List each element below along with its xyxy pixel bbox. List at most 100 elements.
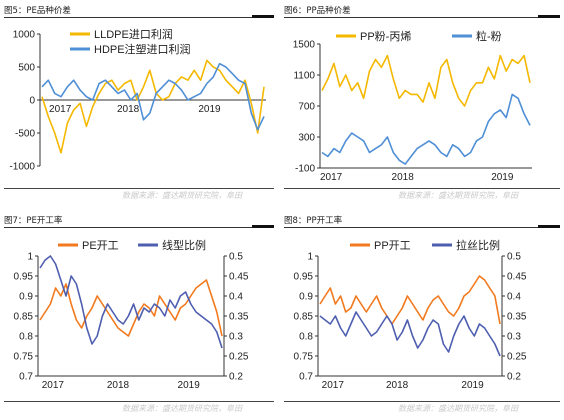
series-line-1 [319, 275, 501, 325]
y2-tick-label: 0.2 [507, 372, 521, 383]
series-line-1 [39, 279, 223, 337]
y-tick-label: 1500 [293, 40, 316, 51]
y2-tick-label: 0.45 [229, 272, 249, 283]
x-tick-label: 2018 [392, 172, 415, 183]
y-tick-label: 0.75 [14, 352, 34, 363]
y2-tick-label: 0.5 [229, 252, 243, 263]
y-tick-label: 0.95 [14, 272, 34, 283]
y-tick-label: 1100 [293, 71, 315, 82]
chart-title: 图7：PE开工率 [4, 216, 63, 226]
divider-rule [4, 401, 274, 402]
y-tick-label: 0.85 [14, 312, 34, 323]
series-line-2 [41, 62, 265, 131]
divider-rule [284, 188, 560, 189]
title-accent-bar [538, 225, 560, 228]
y-tick-label: 0.85 [294, 312, 314, 323]
source-note: 数据来源：盛达期货研究院，阜田 [398, 404, 518, 413]
title-accent-bar [538, 15, 560, 18]
y-tick-label: 0.9 [299, 292, 313, 303]
y-tick-label: 0 [29, 96, 35, 107]
x-tick-label: 2019 [491, 172, 514, 183]
legend: PE开工 线型比例 [58, 238, 206, 252]
y2-tick-label: 0.35 [507, 312, 527, 323]
y-tick-label: 0.9 [19, 292, 33, 303]
y-tick-label: 0.75 [294, 352, 314, 363]
y-tick-label: 0.8 [299, 332, 313, 343]
y-tick-label: -1000 [9, 162, 35, 173]
legend: PP开工 拉丝比例 [350, 238, 500, 252]
y-tick-label: 0.7 [299, 372, 313, 383]
x-tick-label: 2017 [322, 380, 345, 391]
axes: -1000 -500 0 500 1000 2017 2018 2019 [9, 30, 266, 173]
chart-panel-pp-operating-rate: 图8：PP开工率 0.7 0.75 0.8 0.85 0.9 0.95 1 0.2 0.25 0.… [284, 214, 560, 400]
axes: 0.7 0.75 0.8 0.85 0.9 0.95 1 0.2 0.25 0.3 0.35 0.4 0… [14, 252, 249, 392]
series-line-2 [321, 93, 531, 165]
chart-title: 图5：PE品种价差 [4, 6, 71, 16]
x-tick-label: 2017 [42, 380, 65, 391]
divider-rule [4, 188, 274, 189]
source-note: 数据来源：盛达期货研究院，阜田 [398, 191, 518, 200]
y2-tick-label: 0.4 [229, 292, 243, 303]
y2-tick-label: 0.45 [507, 272, 527, 283]
y-tick-label: 500 [18, 63, 35, 74]
x-tick-label: 2018 [107, 380, 130, 391]
title-accent-bar [252, 225, 274, 228]
chart-pp-operating-rate: 0.7 0.75 0.8 0.85 0.9 0.95 1 0.2 0.25 0.3 0.35 0.4 0… [294, 238, 527, 392]
chart-pe-operating-rate: 0.7 0.75 0.8 0.85 0.9 0.95 1 0.2 0.25 0.3 0.35 0.4 0… [14, 238, 249, 392]
legend: PP粉-丙烯 粒-粉 [336, 29, 502, 43]
legend-label: 拉丝比例 [456, 238, 500, 252]
x-tick-label: 2019 [178, 380, 201, 391]
y-tick-label: -500 [15, 129, 35, 140]
title-underline [284, 227, 560, 228]
series-line-2 [319, 311, 501, 357]
chart-panel-pe-operating-rate: 图7：PE开工率 0.7 0.75 0.8 0.85 0.9 0.95 1 0.2 0.25 0.… [4, 214, 274, 400]
x-tick-label: 2018 [386, 380, 409, 391]
chart-pe-spread: -1000 -500 0 500 1000 2017 2018 2019 LLDPE进口利润HD… [9, 27, 266, 173]
y-tick-label: 700 [298, 102, 315, 113]
legend-label: 粒-粉 [476, 29, 502, 43]
series-line-2 [39, 255, 223, 349]
legend-label: LLDPE进口利润 [94, 27, 173, 41]
y-tick-label: 1 [27, 252, 33, 263]
legend-label: 线型比例 [162, 238, 206, 252]
y2-tick-label: 0.35 [229, 312, 249, 323]
y2-tick-label: 0.3 [229, 332, 243, 343]
x-tick-label: 2019 [198, 104, 221, 115]
y-tick-label: 1000 [13, 30, 36, 41]
y2-tick-label: 0.25 [507, 352, 527, 363]
legend-label: PP开工 [374, 240, 411, 252]
axes: -100 300 700 1100 1500 2017 2018 2019 [293, 40, 532, 183]
y2-tick-label: 0.5 [507, 252, 521, 263]
y2-tick-label: 0.25 [229, 352, 249, 363]
y-tick-label: 0.95 [294, 272, 314, 283]
series-line-1 [321, 54, 531, 107]
title-underline [284, 17, 560, 18]
y-tick-label: 0.8 [19, 332, 33, 343]
axes: 0.7 0.75 0.8 0.85 0.9 0.95 1 0.2 0.25 0.3 0.35 0.4 0… [294, 252, 527, 392]
chart-panel-pe-spread: 图5：PE品种价差 -1000 -500 0 500 1000 2017 2018 2019 L… [4, 4, 274, 186]
x-tick-label: 2017 [320, 172, 343, 183]
y2-tick-label: 0.3 [507, 332, 521, 343]
x-tick-label: 2017 [49, 104, 72, 115]
y2-tick-label: 0.4 [507, 292, 521, 303]
legend-label: PP粉-丙烯 [360, 30, 411, 43]
y2-tick-label: 0.2 [229, 372, 243, 383]
chart-panel-pp-spread: 图6：PP品种价差 -100 300 700 1100 1500 2017 2018 2019… [284, 4, 560, 186]
title-underline [4, 227, 274, 228]
title-underline [4, 17, 274, 18]
y-tick-label: 0.7 [19, 372, 33, 383]
chart-pp-spread: -100 300 700 1100 1500 2017 2018 2019 PP粉-丙烯 粒-粉 [293, 29, 532, 183]
chart-title: 图8：PP开工率 [284, 216, 343, 226]
series-line-1 [41, 59, 265, 154]
x-tick-label: 2018 [117, 104, 140, 115]
chart-title: 图6：PP品种价差 [284, 6, 351, 16]
x-tick-label: 2019 [461, 380, 484, 391]
y-tick-label: 300 [298, 133, 315, 144]
title-accent-bar [252, 15, 274, 18]
y-tick-label: 1 [307, 252, 313, 263]
y-tick-label: -100 [295, 164, 315, 175]
divider-rule [284, 401, 560, 402]
source-note: 数据来源：盛达期货研究院，阜田 [122, 191, 242, 200]
legend-label: HDPE注塑进口利润 [94, 42, 191, 56]
